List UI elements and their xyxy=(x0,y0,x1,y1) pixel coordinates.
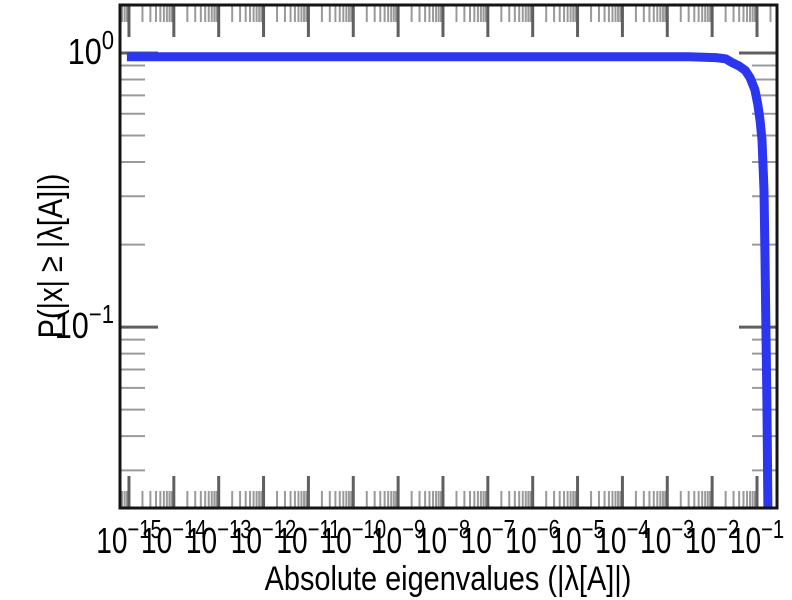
x-tick-label: 10−4 xyxy=(595,515,649,561)
ccdf-curve xyxy=(126,52,773,508)
svg-text:100: 100 xyxy=(68,26,114,72)
y-tick-labels: 100 10−1 xyxy=(55,26,114,346)
x-tick-label: 10−11 xyxy=(276,515,340,561)
svg-text:10−2: 10−2 xyxy=(685,515,739,561)
x-tick-label: 10−13 xyxy=(186,515,252,561)
x-tick-label: 10−6 xyxy=(506,515,560,561)
svg-text:10−7: 10−7 xyxy=(461,515,515,561)
svg-text:10−6: 10−6 xyxy=(506,515,560,561)
svg-text:10−8: 10−8 xyxy=(416,515,470,561)
svg-text:10−14: 10−14 xyxy=(141,515,207,561)
x-tick-label: 10−7 xyxy=(461,515,515,561)
x-tick-label: 10−1 xyxy=(730,515,784,561)
y-tick-label: 10−1 xyxy=(55,300,114,346)
x-tick-label: 10−14 xyxy=(141,515,207,561)
x-tick-label: 10−9 xyxy=(371,515,425,561)
svg-text:10−4: 10−4 xyxy=(595,515,649,561)
x-tick-label: 10−10 xyxy=(320,515,386,561)
y-tick-label: 100 xyxy=(68,26,114,72)
svg-text:10−5: 10−5 xyxy=(550,515,604,561)
minor-ticks xyxy=(120,5,777,508)
svg-text:10−13: 10−13 xyxy=(186,515,252,561)
plot-frame xyxy=(118,3,779,510)
svg-text:10−9: 10−9 xyxy=(371,515,425,561)
x-tick-label: 10−8 xyxy=(416,515,470,561)
svg-text:10−1: 10−1 xyxy=(730,515,784,561)
x-tick-label: 10−2 xyxy=(685,515,739,561)
major-ticks xyxy=(120,5,777,508)
svg-text:10−12: 10−12 xyxy=(231,515,297,561)
x-tick-label: 10−3 xyxy=(640,515,694,561)
x-tick-label: 10−5 xyxy=(550,515,604,561)
svg-text:10−10: 10−10 xyxy=(320,515,386,561)
y-axis-label: P(|x| ≥ |λ[A]|) xyxy=(31,174,70,339)
svg-text:10−15: 10−15 xyxy=(96,515,162,561)
x-tick-label: 10−12 xyxy=(231,515,297,561)
x-tick-labels: 10−1510−1410−1310−1210−1110−1010−910−810… xyxy=(96,515,784,561)
x-tick-label: 10−15 xyxy=(96,515,162,561)
svg-text:10−11: 10−11 xyxy=(276,515,340,561)
svg-text:10−1: 10−1 xyxy=(55,300,114,346)
x-axis-label: Absolute eigenvalues (|λ[A]|) xyxy=(265,559,632,598)
svg-text:10−3: 10−3 xyxy=(640,515,694,561)
